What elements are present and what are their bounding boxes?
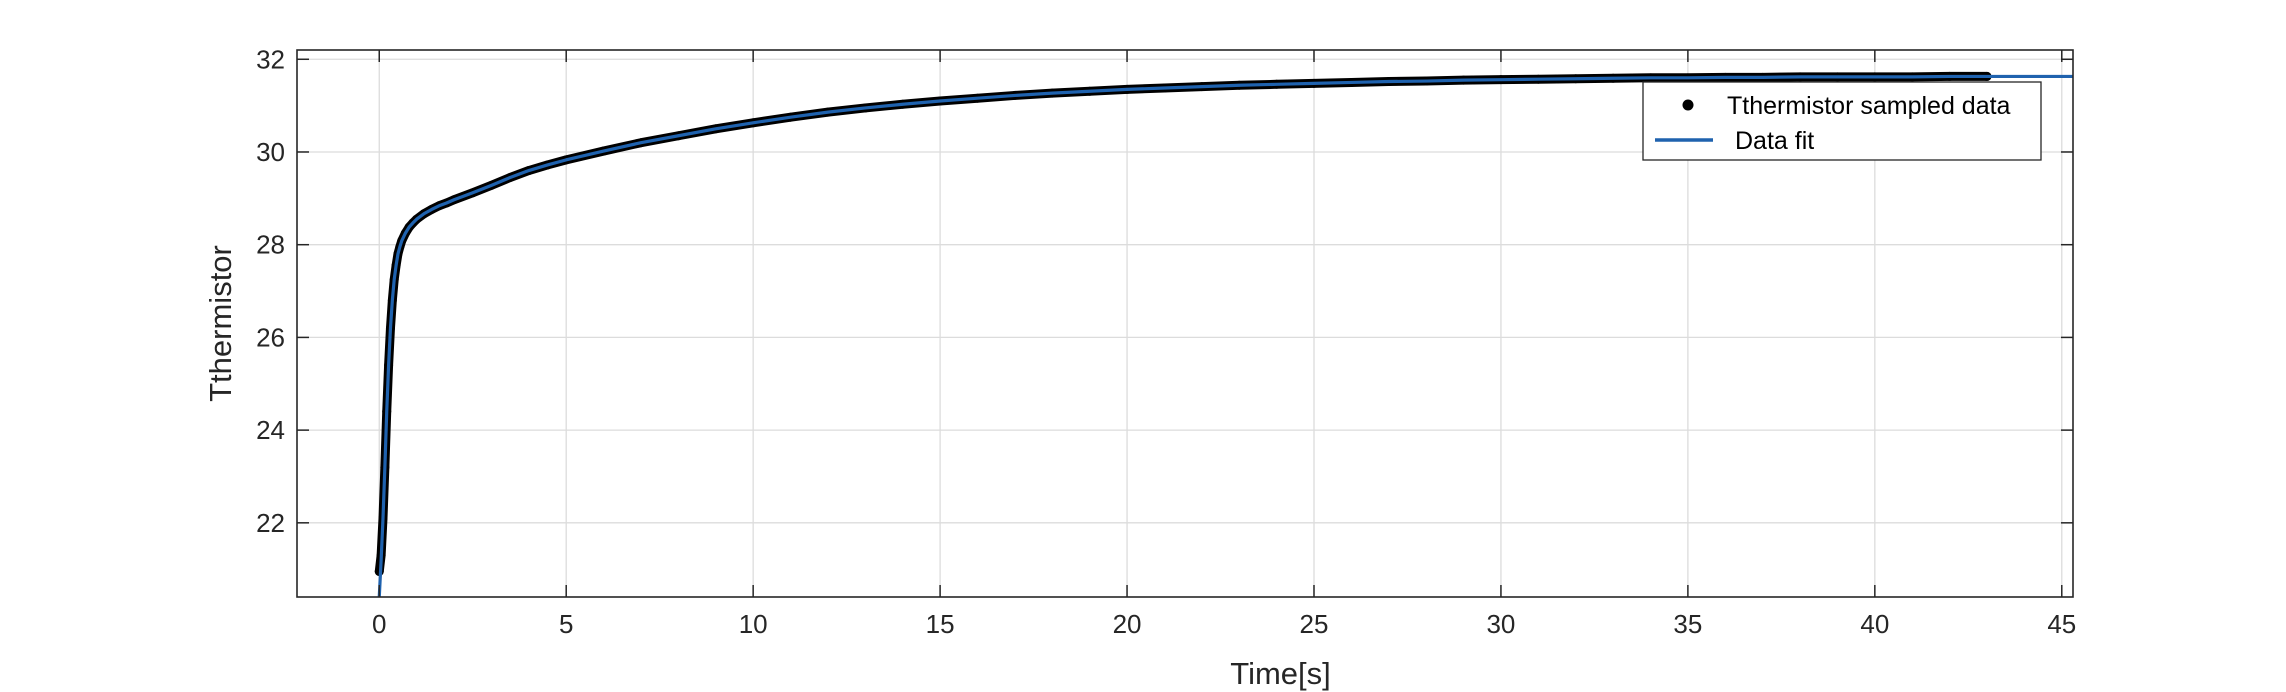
- y-tick-label: 28: [256, 230, 285, 260]
- x-tick-label: 10: [739, 609, 768, 639]
- y-tick-label: 22: [256, 508, 285, 538]
- axes-box: [296, 49, 2074, 598]
- y-tick-label: 32: [256, 44, 285, 74]
- x-tick-label: 40: [1860, 609, 1889, 639]
- plot-series: [374, 71, 2073, 598]
- x-tick-label: 25: [1300, 609, 1329, 639]
- x-tick-label: 15: [926, 609, 955, 639]
- legend-label-sampled-data: Tthermistor sampled data: [1727, 92, 2011, 120]
- x-tick-label: 35: [1673, 609, 1702, 639]
- y-axis-label: Tthermistor: [203, 245, 238, 402]
- x-tick-label: 5: [559, 609, 573, 639]
- x-tick-label: 0: [372, 609, 386, 639]
- y-tick-label: 26: [256, 322, 285, 352]
- x-axis-label: Time[s]: [1230, 656, 1330, 691]
- y-tick-label: 30: [256, 137, 285, 167]
- x-tick-label: 30: [1486, 609, 1515, 639]
- legend-box: [1642, 81, 2042, 161]
- legend-marker-sampled-data: [1682, 99, 1694, 111]
- y-tick-label: 24: [256, 415, 285, 445]
- ticks: 0 5 10 15 20 25 30 35 40 45 22 24 26 28 30 32: [256, 44, 2076, 639]
- x-tick-label: 45: [2047, 609, 2076, 639]
- legend-label-data-fit: Data fit: [1735, 127, 1814, 155]
- legend: Tthermistor sampled data Data fit: [1642, 81, 2042, 161]
- x-tick-label: 20: [1113, 609, 1142, 639]
- series-data-fit-line: [377, 74, 2073, 598]
